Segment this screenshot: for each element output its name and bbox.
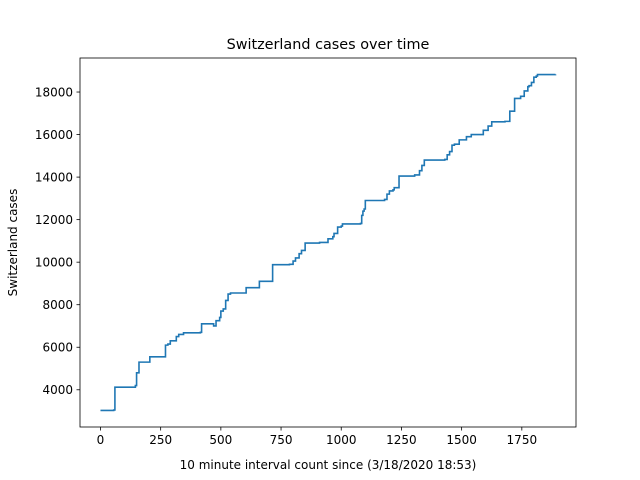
x-tick-label: 1250 bbox=[386, 433, 417, 447]
series-line bbox=[100, 73, 557, 412]
y-tick-label: 16000 bbox=[35, 128, 73, 142]
plot-frame bbox=[79, 57, 577, 428]
y-axis-ticks: 4000 6000 8000 10000 12000 14000 16000 18000 bbox=[35, 85, 80, 397]
y-tick-label: 4000 bbox=[42, 383, 73, 397]
x-tick-label: 500 bbox=[209, 433, 232, 447]
y-tick-label: 6000 bbox=[42, 341, 73, 355]
y-tick-label: 18000 bbox=[35, 85, 73, 99]
chart-title: Switzerland cases over time bbox=[227, 37, 430, 53]
y-tick-label: 10000 bbox=[35, 255, 73, 269]
y-tick-label: 14000 bbox=[35, 170, 73, 184]
y-axis-label: Switzerland cases bbox=[6, 189, 20, 297]
x-tick-label: 0 bbox=[97, 433, 105, 447]
x-axis-label: 10 minute interval count since (3/18/202… bbox=[180, 458, 477, 472]
x-tick-label: 250 bbox=[149, 433, 172, 447]
y-tick-label: 12000 bbox=[35, 213, 73, 227]
x-tick-label: 750 bbox=[270, 433, 293, 447]
x-axis-ticks: 0 250 500 750 1000 1250 1500 1750 bbox=[97, 427, 537, 447]
y-tick-label: 8000 bbox=[42, 298, 73, 312]
x-tick-label: 1000 bbox=[326, 433, 357, 447]
x-tick-label: 1750 bbox=[507, 433, 538, 447]
x-tick-label: 1500 bbox=[446, 433, 477, 447]
